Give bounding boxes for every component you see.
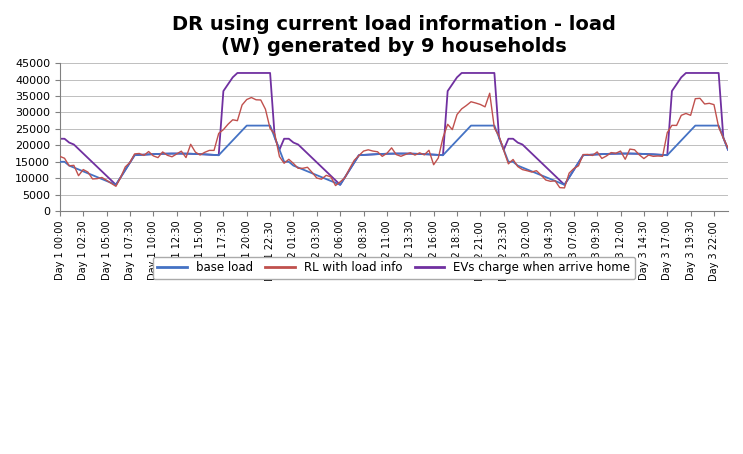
base load (724, 147, 733, 153)
EVs charge when arrive home (158, 151, 167, 157)
base load (111, 182, 120, 188)
RL with load info (56, 153, 65, 159)
RL with load info (536, 173, 545, 178)
EVs charge when arrive home (102, 173, 111, 178)
Line: EVs charge when arrive home: EVs charge when arrive home (60, 73, 728, 185)
RL with load info (611, 151, 620, 156)
base load (56, 159, 65, 164)
Title: DR using current load information - load
(W) generated by 9 households: DR using current load information - load… (172, 15, 616, 56)
base load (158, 151, 167, 157)
base load (611, 151, 620, 156)
EVs charge when arrive home (724, 147, 733, 153)
Legend: base load, RL with load info, EVs charge when arrive home: base load, RL with load info, EVs charge… (152, 257, 635, 279)
base load (102, 178, 111, 184)
base load (242, 123, 251, 128)
base load (270, 135, 279, 140)
EVs charge when arrive home (56, 136, 65, 142)
RL with load info (154, 155, 163, 160)
EVs charge when arrive home (611, 151, 620, 156)
RL with load info (102, 178, 111, 183)
Line: base load: base load (60, 126, 728, 185)
EVs charge when arrive home (602, 151, 611, 157)
RL with load info (560, 185, 569, 191)
RL with load info (602, 153, 611, 158)
EVs charge when arrive home (233, 70, 242, 76)
Line: RL with load info: RL with load info (60, 93, 728, 188)
base load (602, 151, 611, 157)
RL with load info (485, 90, 494, 96)
EVs charge when arrive home (111, 182, 120, 188)
base load (542, 174, 551, 180)
RL with load info (261, 107, 270, 112)
EVs charge when arrive home (270, 135, 279, 140)
EVs charge when arrive home (542, 164, 551, 170)
RL with load info (724, 145, 733, 151)
